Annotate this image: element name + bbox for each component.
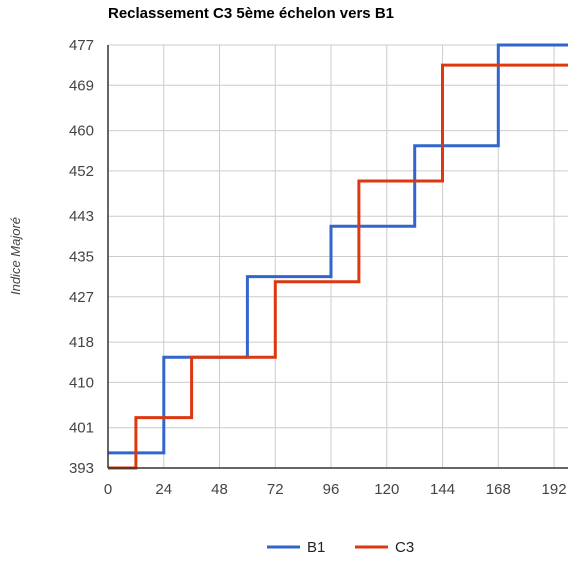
x-tick-label: 72: [267, 481, 284, 498]
y-tick-label: 460: [69, 123, 94, 140]
y-tick-label: 418: [69, 334, 94, 351]
legend-label-b1: B1: [307, 539, 325, 556]
series-line-b1: [108, 43, 568, 455]
x-tick-label: 24: [155, 481, 172, 498]
x-tick-label: 0: [104, 481, 112, 498]
x-tick-label: 192: [542, 481, 567, 498]
x-tick-label: 48: [211, 481, 228, 498]
series-line-c3: [108, 63, 568, 470]
series-layer: [108, 43, 568, 470]
x-tick-label: 168: [486, 481, 511, 498]
y-tick-label: 401: [69, 420, 94, 437]
legend-label-c3: C3: [395, 539, 414, 556]
y-tick-label: 410: [69, 374, 94, 391]
y-tick-label: 443: [69, 208, 94, 225]
y-axis-label: Indice Majoré: [8, 217, 23, 295]
y-tick-label: 477: [69, 37, 94, 54]
y-tick-label: 469: [69, 77, 94, 94]
y-tick-label: 452: [69, 163, 94, 180]
y-tick-label: 427: [69, 289, 94, 306]
chart-title: Reclassement C3 5ème échelon vers B1: [108, 5, 394, 22]
x-tick-label: 120: [374, 481, 399, 498]
tick-labels: 393 401 410 418 427 435 443 452 460 469 477 0 24 48 72…: [69, 37, 567, 498]
axes: [107, 45, 568, 469]
x-tick-label: 144: [430, 481, 455, 498]
legend: B1 C3: [267, 539, 414, 556]
y-tick-label: 393: [69, 460, 94, 477]
x-tick-label: 96: [323, 481, 340, 498]
y-tick-label: 435: [69, 249, 94, 266]
